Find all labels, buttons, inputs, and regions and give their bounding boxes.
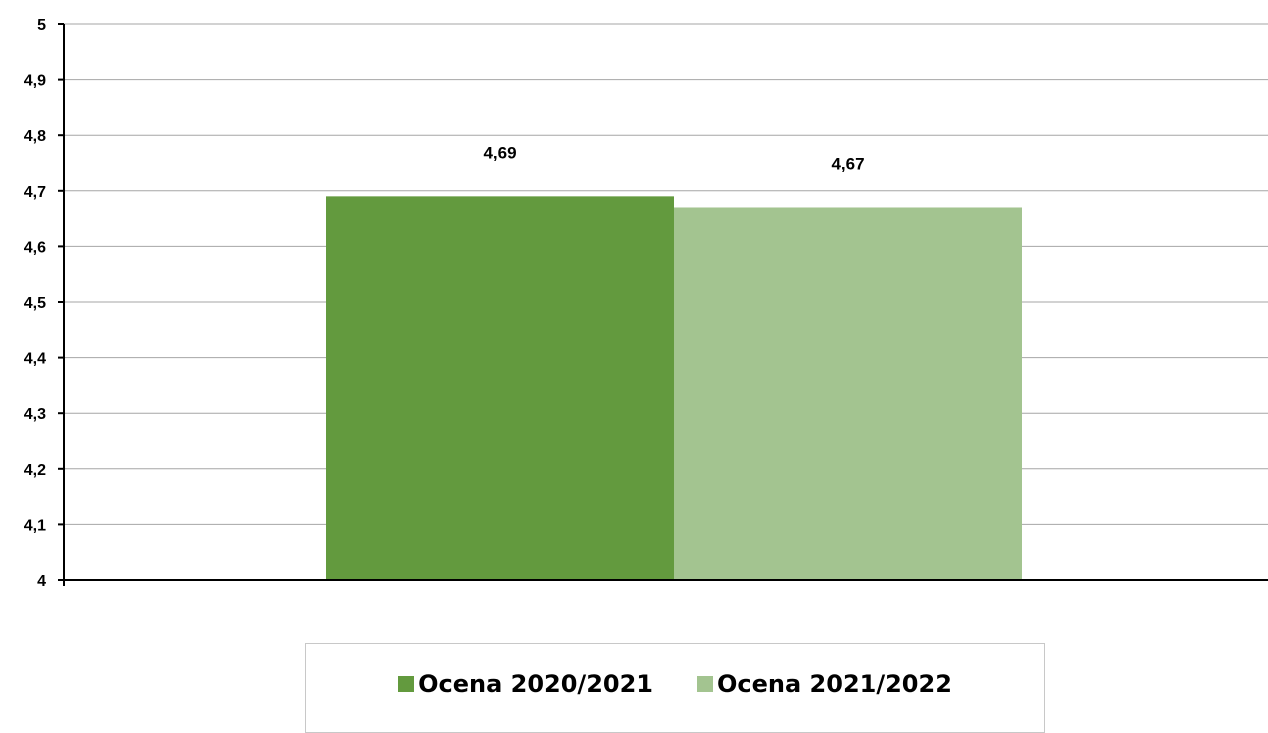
data-label: 4,67 [831,154,864,173]
y-tick-label: 4,3 [24,406,46,423]
y-tick-label: 5 [37,17,46,34]
bar-chart: 4 4,1 4,2 4,3 4,4 4,5 4,6 4,7 4,8 4,9 5 4,69 4,67 [24,17,1268,590]
y-tick-label: 4,8 [24,128,46,145]
bar-2020-2021 [326,196,674,581]
y-tick-label: 4,4 [24,351,46,368]
y-tick-label: 4,5 [24,295,46,312]
y-tick-label: 4,1 [24,517,46,534]
legend-swatch-2020-2021 [398,676,415,692]
legend: Ocena 2020/2021 Ocena 2021/2022 [305,643,1045,733]
y-tick-label: 4,6 [24,239,46,256]
legend-label-2021-2022: Ocena 2021/2022 [717,670,952,698]
legend-swatch-2021-2022 [697,676,713,692]
bar-2021-2022 [674,207,1022,581]
y-tick-label: 4 [37,573,46,590]
data-label: 4,69 [483,143,516,162]
legend-item-2021-2022: Ocena 2021/2022 [697,670,952,698]
y-tick-label: 4,9 [24,73,46,90]
y-tick-label: 4,7 [24,184,46,201]
legend-item-2020-2021: Ocena 2020/2021 [398,670,653,698]
legend-label-2020-2021: Ocena 2020/2021 [418,670,653,698]
y-tick-label: 4,2 [24,462,46,479]
